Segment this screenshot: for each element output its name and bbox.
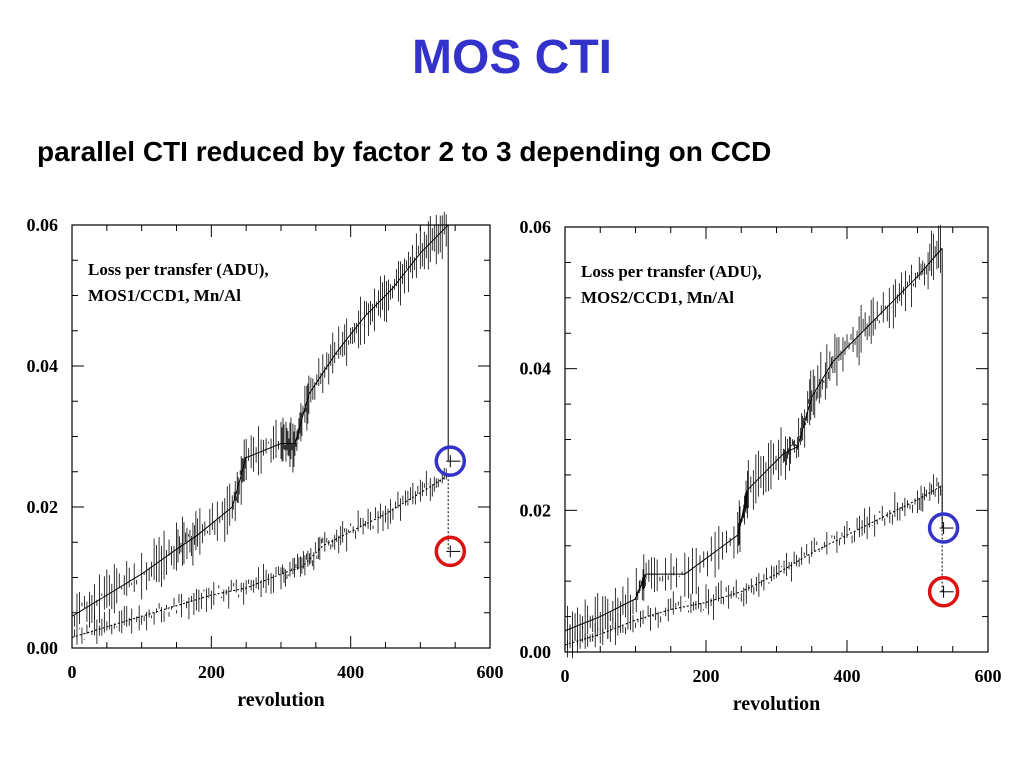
chart-mos1: 0 200 400 600 0.00 0.02 0.04 0.06 revolution Loss… (27, 211, 504, 711)
x-tick-label: 0 (561, 666, 570, 686)
y-tick-label: 0.00 (27, 638, 59, 658)
x-tick-label: 400 (337, 662, 364, 682)
chart-annotation-line: MOS2/CCD1, Mn/Al (581, 288, 734, 307)
series-line-solid (71, 224, 449, 617)
chart-annotation-line: MOS1/CCD1, Mn/Al (88, 286, 241, 305)
chart-annotation-line: Loss per transfer (ADU), (88, 260, 269, 279)
x-tick-label: 600 (975, 666, 1002, 686)
y-tick-label: 0.04 (520, 359, 552, 379)
x-axis-label: revolution (237, 689, 324, 711)
series-line-dotted (71, 474, 449, 638)
y-tick-label: 0.00 (520, 642, 552, 662)
x-tick-label: 200 (693, 666, 720, 686)
y-tick-label: 0.06 (27, 215, 59, 235)
marker-circle-red (927, 576, 960, 608)
marker-circle-red (434, 535, 467, 568)
y-tick-label: 0.02 (520, 500, 552, 520)
x-axis-label: revolution (733, 693, 820, 715)
chart-mos2: 0 200 400 600 0.00 0.02 0.04 0.06 revolution Loss… (520, 217, 1002, 715)
marker-circle-blue (434, 445, 467, 477)
page-title: MOS CTI (412, 31, 612, 84)
x-tick-label: 600 (477, 662, 504, 682)
y-tick-label: 0.06 (520, 217, 552, 237)
marker-circle-blue (927, 512, 960, 544)
page-subtitle: parallel CTI reduced by factor 2 to 3 de… (37, 136, 772, 167)
x-tick-label: 0 (68, 662, 77, 682)
x-tick-label: 400 (834, 666, 861, 686)
y-tick-label: 0.02 (27, 497, 59, 517)
x-tick-label: 200 (198, 662, 225, 682)
chart-annotation-line: Loss per transfer (ADU), (581, 262, 762, 281)
y-tick-label: 0.04 (27, 356, 59, 376)
